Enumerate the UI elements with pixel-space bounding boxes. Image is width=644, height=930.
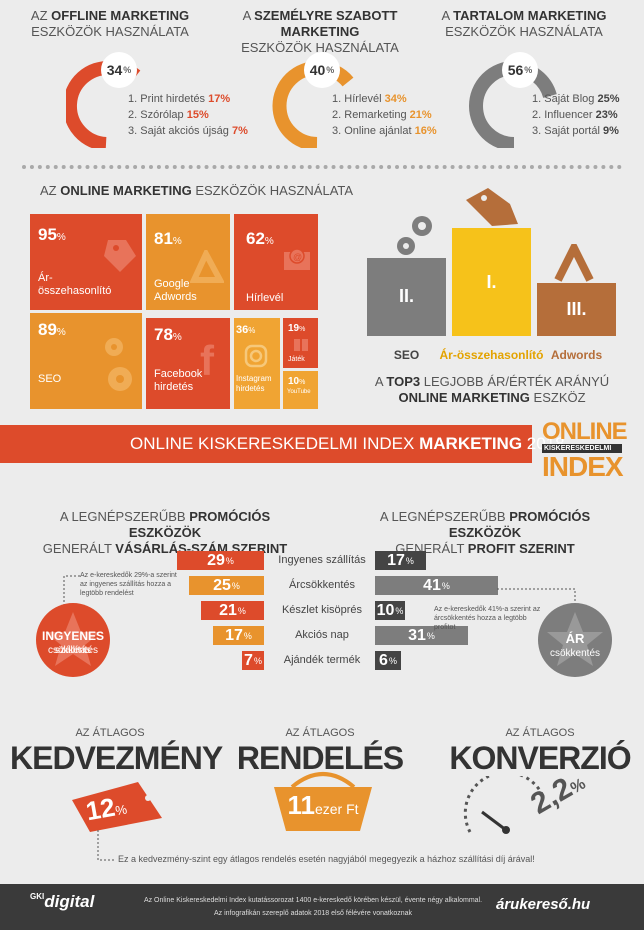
discount-pre: AZ ÁTLAGOS xyxy=(75,727,145,739)
discount-tag-icon xyxy=(72,782,162,832)
note-connector xyxy=(97,830,114,861)
offline-list: 1. Print hirdetés 17% 2. Szórólap 15% 3.… xyxy=(128,91,248,139)
facebook-icon: f xyxy=(200,337,214,384)
order-value: 11ezer Ft xyxy=(287,790,359,820)
basket-icon xyxy=(274,772,372,831)
tile-instagram: 36% Instagram hirdetés xyxy=(234,318,280,409)
promo-left-bar: 25% xyxy=(189,576,264,595)
offline-percent: 34% xyxy=(101,52,137,88)
content-heading: A TARTALOM MARKETING ESZKÖZÖK HASZNÁLATA xyxy=(441,8,607,39)
gears-icon xyxy=(105,338,132,391)
hidden-fix: csökkentés xyxy=(47,645,99,656)
index-banner: ONLINE KISKERESKEDELMI INDEX MARKETING 2… xyxy=(0,425,565,463)
gki-digital-logo: GKIdigital xyxy=(30,892,95,911)
newsletter-icon: @ xyxy=(284,248,310,270)
promo-left-note: Az e-kereskedők 29%-a szerint az ingyene… xyxy=(80,572,177,597)
discount-footnote: Ez a kedvezmény-szint egy átlagos rendel… xyxy=(118,854,535,864)
tile-jatek: 19% Játék xyxy=(283,318,318,368)
star-icon xyxy=(45,612,101,666)
conversion-pre: AZ ÁTLAGOS xyxy=(505,727,575,739)
index-logo: ONLINE KISKERESKEDELMI INDEX xyxy=(542,418,628,482)
content-list: 1. Saját Blog 25% 2. Influencer 23% 3. S… xyxy=(532,91,620,139)
promo-right-note: Az e-kereskedők 41%-a szerint az árcsökk… xyxy=(434,606,541,631)
tile-facebook: f 78% Facebook hirdetés xyxy=(146,318,230,409)
promo-row-label: Készlet kisöprés xyxy=(281,604,363,616)
adwords-icon xyxy=(190,250,224,283)
podium-label-ar: Ár-összehasonlító xyxy=(439,348,544,362)
online-heading: AZ ONLINE MARKETING ESZKÖZÖK HASZNÁLATA xyxy=(40,183,354,198)
podium-third: III. xyxy=(537,283,616,336)
personal-percent: 40% xyxy=(304,52,340,88)
note-connector xyxy=(63,575,80,610)
promo-right-heading: A LEGNÉPSZERŰBB PROMÓCIÓS ESZKÖZÖK GENER… xyxy=(379,509,591,556)
promo-left-bar: 29% xyxy=(177,551,264,570)
tile-hirlevel: @ 62% Hírlevél xyxy=(234,214,318,310)
top3-caption: A TOP3 LEGJOBB ÁR/ÉRTÉK ARÁNYÚ ONLINE MA… xyxy=(374,374,610,405)
gift-icon xyxy=(294,336,308,351)
promo-row-label: Ajándék termék xyxy=(283,654,361,666)
instagram-icon xyxy=(244,344,268,368)
promo-left-bar: 7% xyxy=(242,651,264,670)
adwords-icon xyxy=(554,244,594,282)
podium-label-adwords: Adwords xyxy=(550,348,603,362)
promo-left-bar: 17% xyxy=(213,626,264,645)
podium-first: I. xyxy=(452,228,531,336)
promo-right-bar: 10% xyxy=(375,601,405,620)
list-item: 1. Hírlevél 34% xyxy=(332,93,407,105)
offline-heading: AZ OFFLINE MARKETING ESZKÖZÖK HASZNÁLATA xyxy=(30,8,190,39)
tile-google-adwords: 81% Google Adwords xyxy=(146,214,230,310)
arukereso-logo: árukereső.hu xyxy=(496,896,591,913)
gears-icon xyxy=(397,216,432,255)
tile-ar-osszehasonlito: 95% Ár-összehasonlító xyxy=(30,214,142,310)
list-item: 3. Online ajánlat 16% xyxy=(332,125,437,137)
divider xyxy=(22,165,622,169)
price-cut-badge: ÁR csökkentés xyxy=(538,603,612,677)
promo-right-bar: 31% xyxy=(375,626,468,645)
tile-youtube: 10% YouTube xyxy=(283,371,318,409)
promo-row-label: Ingyenes szállítás xyxy=(278,554,366,566)
price-tag-icon xyxy=(104,240,136,272)
promo-row-label: Árcsökkentés xyxy=(288,579,356,591)
list-item: 1. Saját Blog 25% xyxy=(532,93,620,105)
promo-right-bar: 17% xyxy=(375,551,426,570)
list-item: 2. Remarketing 21% xyxy=(332,109,432,121)
promo-row-label: Akciós nap xyxy=(295,629,349,641)
list-item: 3. Saját portál 9% xyxy=(532,125,619,137)
svg-text:@: @ xyxy=(293,252,302,262)
order-title: RENDELÉS xyxy=(236,740,404,776)
speedometer-icon xyxy=(463,776,544,834)
price-tag-icon xyxy=(466,188,518,226)
list-item: 1. Print hirdetés 17% xyxy=(128,93,231,105)
footer: GKIdigital Az Online Kiskereskedelmi Ind… xyxy=(0,884,644,930)
order-pre: AZ ÁTLAGOS xyxy=(285,727,355,739)
footer-text: Az Online Kiskereskedelmi Index kutatáss… xyxy=(143,897,483,917)
promo-right-bar: 41% xyxy=(375,576,498,595)
personal-list: 1. Hírlevél 34% 2. Remarketing 21% 3. On… xyxy=(332,91,437,139)
banner-title: ONLINE KISKERESKEDELMI INDEX MARKETING 2… xyxy=(130,434,565,453)
free-shipping-badge-sub: szállítás xyxy=(54,645,92,656)
podium-label-seo: SEO xyxy=(393,348,420,362)
conversion-title: KONVERZIÓ xyxy=(449,740,631,776)
podium-second: II. xyxy=(367,258,446,336)
free-shipping-badge: INGYENES csökkentés xyxy=(36,603,110,677)
personal-heading: A SZEMÉLYRE SZABOTT MARKETING ESZKÖZÖK HA… xyxy=(241,8,399,55)
promo-left-heading: A LEGNÉPSZERŰBB PROMÓCIÓS ESZKÖZÖK GENER… xyxy=(42,509,288,556)
star-icon xyxy=(547,612,603,666)
list-item: 2. Szórólap 15% xyxy=(128,109,209,121)
list-item: 3. Saját akciós újság 7% xyxy=(128,125,248,137)
list-item: 2. Influencer 23% xyxy=(532,109,618,121)
promo-right-bar: 6% xyxy=(375,651,401,670)
tile-seo: 89% SEO xyxy=(30,313,142,409)
discount-title: KEDVEZMÉNY xyxy=(10,740,223,776)
content-percent: 56% xyxy=(502,52,538,88)
promo-left-bar: 21% xyxy=(201,601,264,620)
